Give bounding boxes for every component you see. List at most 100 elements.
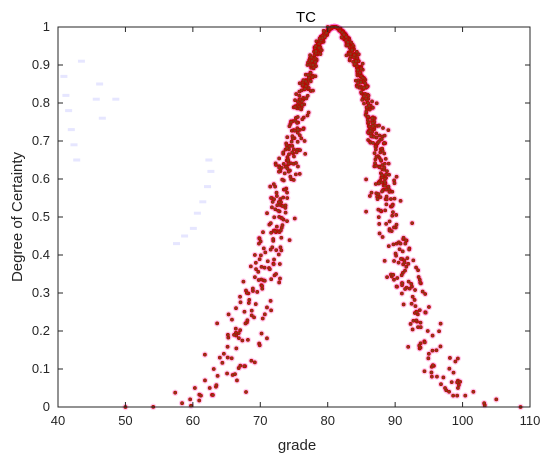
faint-mark: [98, 116, 106, 120]
cloud-drop: [384, 172, 388, 177]
cloud-drop: [380, 172, 384, 177]
faint-marks-layer: [60, 59, 215, 246]
y-tick-label: 0.7: [32, 133, 50, 148]
cloud-drop: [378, 150, 383, 155]
cloud-drop: [297, 172, 302, 176]
cloud-drop: [379, 158, 383, 163]
cloud-drop: [229, 356, 234, 361]
cloud-drop: [262, 312, 267, 317]
cloud-drop: [188, 397, 193, 402]
x-tick-label: 50: [118, 413, 132, 428]
cloud-drop: [418, 320, 423, 325]
cloud-drop: [317, 45, 321, 50]
cloud-drop: [279, 235, 284, 240]
cloud-drop: [296, 164, 300, 169]
cloud-drop: [300, 82, 305, 87]
cloud-drop: [211, 367, 216, 371]
cloud-drop: [447, 366, 452, 371]
cloud-drop: [281, 150, 286, 155]
cloud-drop: [199, 393, 203, 398]
cloud-drop: [300, 117, 305, 122]
cloud-drop: [297, 93, 302, 98]
cloud-drop: [364, 109, 369, 114]
cloud-drop: [358, 80, 363, 84]
cloud-drop: [272, 257, 276, 262]
cloud-drop: [407, 247, 412, 252]
cloud-drop: [384, 197, 389, 202]
cloud-drop: [392, 181, 397, 186]
cloud-drop: [234, 346, 239, 351]
cloud-drop: [426, 356, 431, 361]
y-tick-label: 0.6: [32, 171, 50, 186]
cloud-drop: [350, 47, 354, 52]
cloud-drop: [285, 146, 289, 151]
cloud-drop: [384, 221, 389, 226]
cloud-drop: [375, 197, 380, 201]
cloud-drop: [399, 291, 404, 296]
cloud-drop: [366, 93, 371, 98]
cloud-drop: [317, 36, 322, 41]
cloud-drop: [276, 252, 281, 257]
cloud-drop: [435, 374, 439, 379]
cloud-drop: [411, 318, 416, 323]
cloud-drop: [403, 238, 408, 243]
cloud-drop: [298, 97, 302, 102]
cloud-drop: [234, 306, 238, 311]
cloud-drop: [356, 52, 361, 57]
cloud-drop: [418, 280, 423, 285]
cloud-drop: [297, 89, 302, 94]
cloud-drop: [380, 235, 385, 239]
cloud-drop: [425, 329, 430, 333]
cloud-drop: [397, 247, 402, 252]
cloud-drop: [401, 235, 406, 240]
faint-mark: [204, 185, 212, 189]
cloud-drop: [287, 238, 292, 243]
cloud-drop: [364, 177, 369, 182]
cloud-drop: [211, 393, 215, 397]
cloud-drop: [253, 260, 258, 265]
faint-mark: [205, 158, 213, 162]
cloud-drop: [383, 184, 387, 188]
cloud-drop: [400, 249, 405, 254]
cloud-drop: [285, 219, 289, 224]
cloud-drop: [274, 224, 279, 229]
cloud-drop: [295, 115, 300, 119]
cloud-drop: [354, 49, 359, 54]
cloud-drop: [374, 154, 379, 159]
cloud-drop: [244, 291, 249, 295]
cloud-drop: [376, 215, 381, 220]
cloud-drop: [455, 393, 460, 398]
cloud-drop: [277, 165, 282, 170]
x-tick-label: 70: [253, 413, 267, 428]
cloud-drop: [358, 70, 362, 75]
cloud-drop: [438, 321, 443, 326]
cloud-drop: [366, 114, 371, 119]
x-axis: 40 50 60 70 80 90 100 110: [51, 27, 540, 428]
faint-mark: [173, 242, 180, 246]
cloud-drop: [372, 151, 377, 156]
cloud-drop: [410, 327, 415, 332]
cloud-drop: [290, 150, 295, 155]
cloud-drop: [392, 259, 396, 263]
cloud-drop: [360, 97, 365, 102]
cloud-drop: [270, 205, 274, 210]
cloud-drop: [370, 99, 374, 104]
cloud-drop: [276, 208, 281, 213]
x-tick-label: 40: [51, 413, 65, 428]
cloud-drop: [297, 133, 302, 138]
cloud-drop: [443, 386, 447, 390]
cloud-drop: [252, 360, 257, 365]
cloud-drop: [173, 390, 178, 395]
cloud-drop: [377, 222, 382, 226]
cloud-drop: [242, 364, 247, 369]
cloud-drop: [225, 371, 229, 376]
cloud-drop: [378, 195, 383, 200]
cloud-drop: [242, 309, 247, 314]
cloud-drop: [382, 258, 387, 263]
cloud-drop: [273, 229, 278, 234]
faint-mark: [60, 74, 68, 78]
cloud-drop: [314, 49, 318, 54]
cloud-drop: [414, 310, 419, 314]
faint-mark: [73, 158, 81, 162]
cloud-drop: [381, 126, 385, 130]
